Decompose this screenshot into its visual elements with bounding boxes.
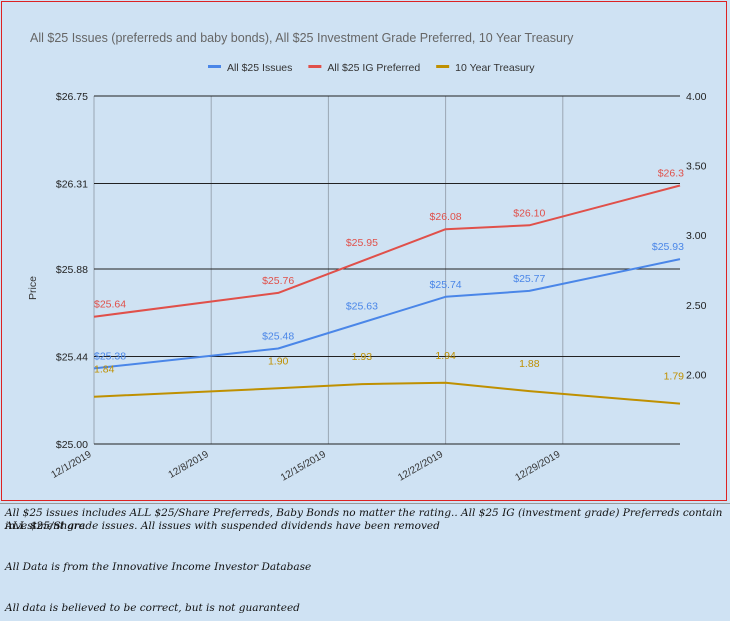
note-line-4: All data is believed to be correct, but … (5, 602, 300, 614)
data-label: 1.88 (519, 358, 540, 370)
series-line (93, 381, 681, 405)
data-label: 1.79 (664, 371, 685, 383)
y-left-tick-label: $25.44 (56, 352, 88, 364)
notes-panel: All $25 issues includes ALL $25/Share Pr… (0, 503, 730, 621)
data-label: $26.08 (430, 211, 462, 223)
y-left-tick-label: $26.75 (56, 91, 88, 103)
x-tick-label: 12/1/2019 (49, 449, 93, 481)
x-tick-label: 12/8/2019 (167, 449, 211, 481)
data-label: $25.63 (346, 301, 378, 313)
y-right-tick-label: 2.50 (686, 300, 707, 312)
data-label: $25.77 (513, 273, 545, 285)
chart-panel: All $25 Issues (preferreds and baby bond… (1, 1, 727, 501)
legend-swatch (436, 65, 450, 68)
y-right-tick-label: 2.00 (686, 369, 707, 381)
data-label: $26.10 (513, 207, 545, 219)
legend-swatch (208, 65, 221, 68)
y-left-tick-label: $25.00 (56, 439, 88, 451)
x-tick-label: 12/15/2019 (279, 449, 328, 484)
y-left-tick-label: $26.31 (56, 178, 88, 190)
data-label: $25.95 (346, 237, 378, 249)
y-right-tick-label: 4.00 (686, 91, 707, 103)
chart-title: All $25 Issues (preferreds and baby bond… (30, 31, 574, 45)
y-axis-label: Price (27, 276, 39, 300)
legend-item-label: All $25 Issues (227, 62, 292, 74)
data-label: $26.3 (658, 167, 684, 179)
data-label: 1.94 (435, 350, 456, 362)
legend-swatch (308, 65, 322, 68)
note-line-3: All Data is from the Innovative Income I… (5, 561, 312, 573)
note-line-1: All $25 issues includes ALL $25/Share Pr… (5, 507, 723, 532)
legend-item-label: All $25 IG Preferred (327, 62, 420, 74)
legend-item-label: 10 Year Treasury (455, 62, 535, 74)
note-line-2: investment grade issues. All issues with… (5, 520, 440, 532)
data-label: 1.93 (352, 351, 373, 363)
data-label: $25.38 (94, 350, 126, 362)
data-label: 1.90 (268, 355, 289, 367)
line-chart: All $25 Issues (preferreds and baby bond… (27, 31, 707, 484)
x-tick-label: 12/29/2019 (513, 449, 562, 484)
data-label: $25.74 (430, 279, 462, 291)
y-right-tick-label: 3.50 (686, 161, 707, 173)
x-tick-label: 12/22/2019 (396, 449, 445, 484)
y-right-tick-label: 3.00 (686, 230, 707, 242)
data-label: $25.93 (652, 241, 684, 253)
y-left-tick-label: $25.88 (56, 264, 88, 276)
data-label: 1.84 (94, 364, 115, 376)
data-label: $25.76 (262, 275, 294, 287)
series-line (93, 184, 681, 318)
data-label: $25.64 (94, 299, 126, 311)
data-label: $25.48 (262, 331, 294, 343)
series-line (93, 258, 681, 370)
